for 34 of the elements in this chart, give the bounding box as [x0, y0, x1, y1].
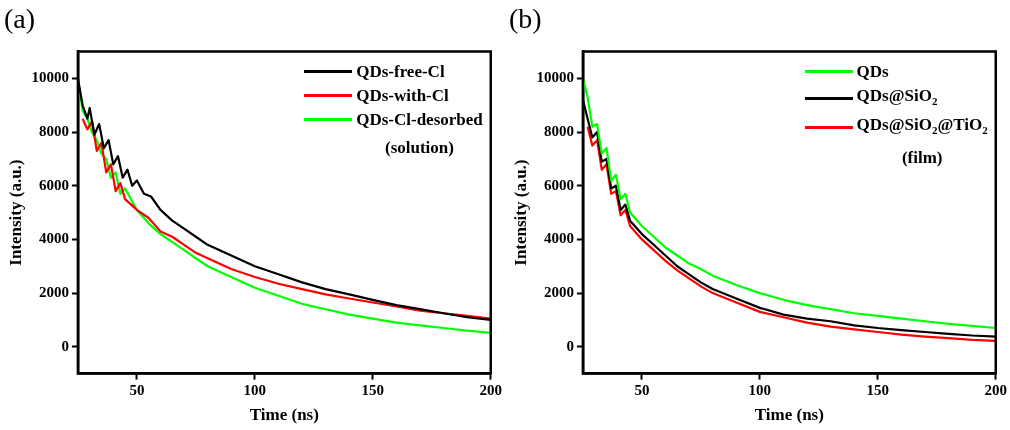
- x-tick-label: 100: [748, 382, 772, 399]
- y-tick-label: 10000: [536, 69, 574, 86]
- legend-label: QDs@SiO$_{2}$: [856, 84, 938, 109]
- y-tick-label: 2000: [38, 283, 69, 300]
- y-tick-label: 4000: [543, 230, 574, 247]
- x-axis-title: Time (ns): [754, 405, 824, 425]
- legend-label: QDs-free-Cl: [356, 60, 445, 83]
- y-axis-title: Intensity (a.u.): [510, 159, 530, 266]
- legend-label: QDs-with-Cl: [356, 84, 449, 107]
- y-tick-label: 8000: [543, 122, 574, 139]
- y-tick-label: 6000: [38, 176, 69, 193]
- y-tick-label: 4000: [38, 230, 69, 247]
- legend-label: QDs-Cl-desorbed: [356, 108, 483, 131]
- x-tick-label: 200: [984, 382, 1007, 399]
- annotation: (solution): [384, 136, 455, 159]
- y-tick-label: 0: [566, 337, 574, 354]
- x-tick-label: 150: [866, 382, 890, 399]
- x-tick-label: 150: [361, 382, 385, 399]
- annotation: (film): [900, 147, 944, 170]
- x-tick-label: 200: [479, 382, 502, 399]
- x-tick-label: 50: [129, 382, 145, 399]
- y-axis-title: Intensity (a.u.): [5, 159, 25, 266]
- legend-label: QDs@SiO$_{2}$@TiO$_{2}$: [856, 114, 988, 139]
- y-tick-label: 8000: [38, 122, 69, 139]
- legend-label: QDs: [856, 60, 889, 83]
- y-tick-label: 10000: [31, 69, 69, 86]
- x-tick-label: 100: [243, 382, 267, 399]
- chart-title: (b): [509, 3, 542, 35]
- y-tick-label: 2000: [543, 283, 574, 300]
- x-axis-title: Time (ns): [249, 405, 319, 425]
- y-tick-label: 0: [61, 337, 69, 354]
- chart-title: (a): [4, 3, 36, 35]
- y-tick-label: 6000: [543, 176, 574, 193]
- x-tick-label: 50: [634, 382, 650, 399]
